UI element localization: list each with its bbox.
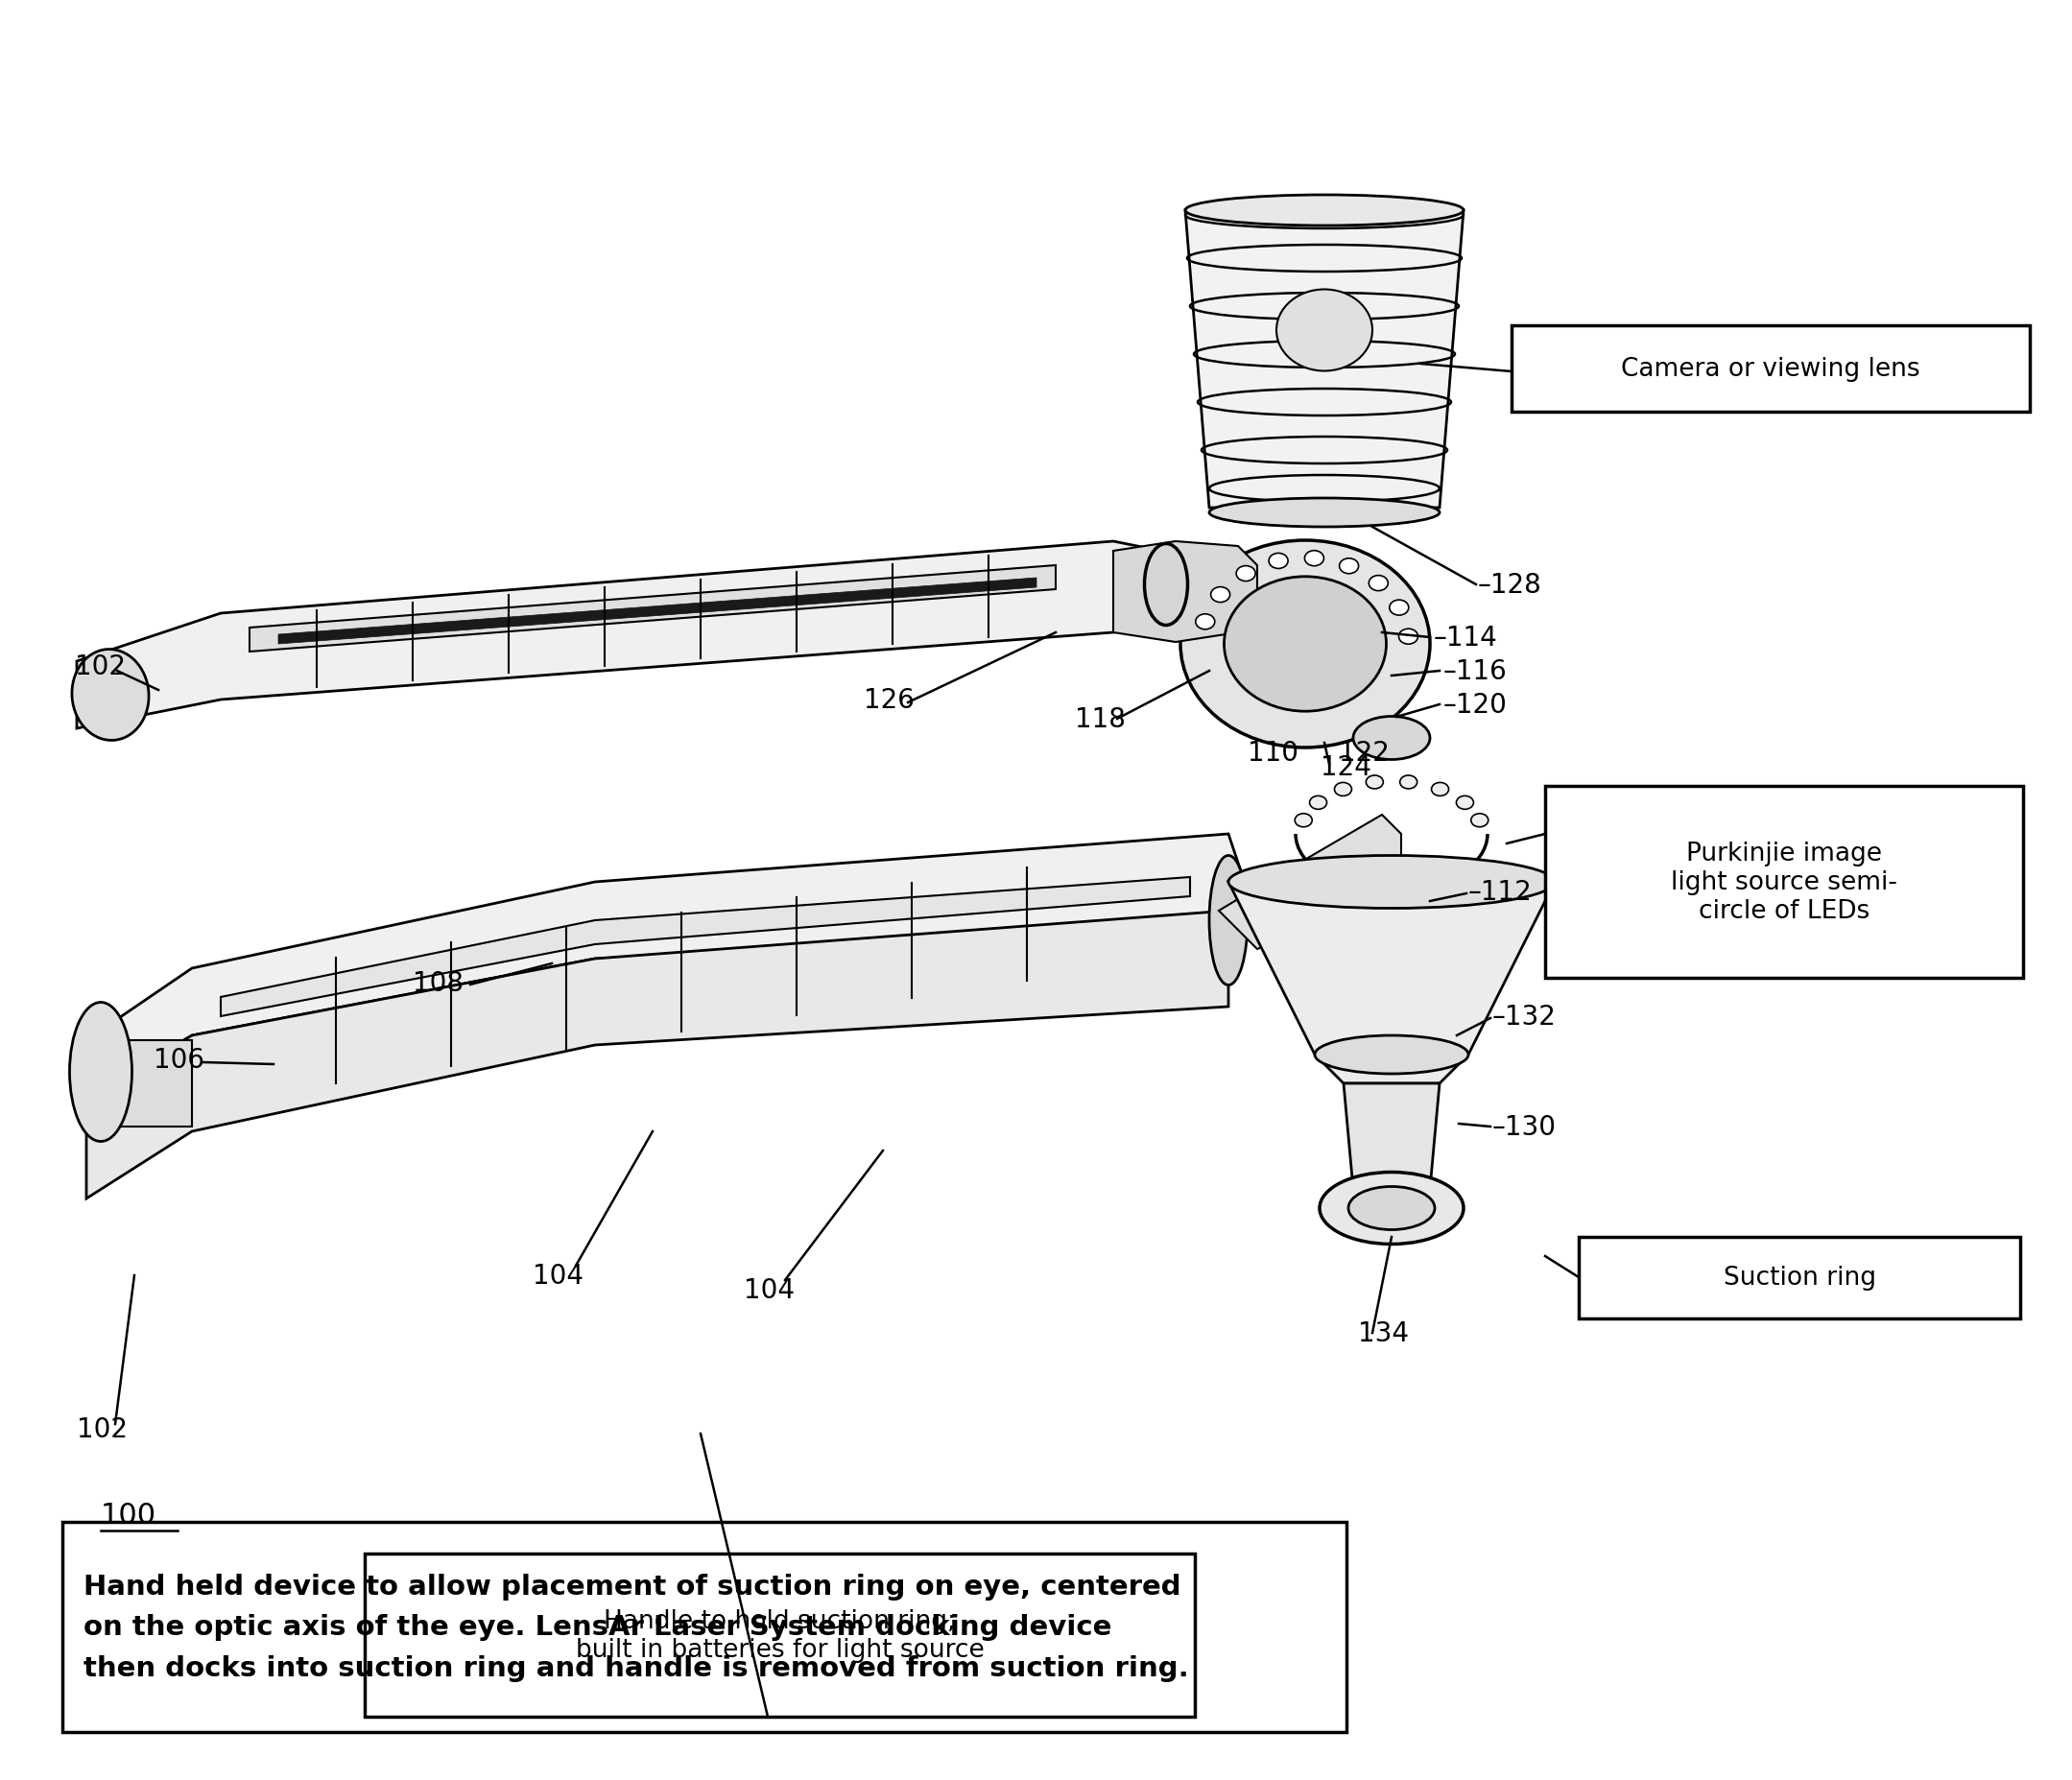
Text: Suction ring: Suction ring [1724,1266,1875,1290]
Text: Handle to hold suction ring;
built in batteries for light source: Handle to hold suction ring; built in ba… [576,1609,984,1663]
Ellipse shape [1295,813,1312,828]
Ellipse shape [73,650,149,740]
Ellipse shape [1210,498,1440,527]
Text: –116: –116 [1444,659,1508,685]
Ellipse shape [1237,566,1256,582]
Polygon shape [1343,1084,1440,1189]
Polygon shape [249,566,1055,651]
Ellipse shape [1353,717,1430,760]
Ellipse shape [1144,545,1187,627]
Text: 110: 110 [1247,739,1299,765]
Ellipse shape [1457,796,1473,810]
Text: 106: 106 [153,1047,205,1073]
Polygon shape [77,541,1210,728]
Ellipse shape [1432,783,1448,796]
Text: –132: –132 [1492,1004,1556,1031]
Ellipse shape [1196,614,1214,630]
Polygon shape [1229,883,1554,1084]
FancyBboxPatch shape [1579,1237,2020,1319]
Polygon shape [1218,815,1401,949]
Ellipse shape [1320,1173,1463,1244]
Polygon shape [1113,541,1258,643]
Ellipse shape [1370,577,1388,591]
Ellipse shape [1399,630,1417,644]
Polygon shape [222,878,1189,1016]
Ellipse shape [1210,856,1247,986]
Ellipse shape [1185,196,1463,226]
Ellipse shape [1210,587,1231,603]
Text: –120: –120 [1444,691,1508,719]
FancyBboxPatch shape [1546,787,2022,979]
Text: –128: –128 [1477,571,1542,598]
Text: –112: –112 [1469,879,1533,906]
Text: 104: 104 [744,1276,796,1303]
FancyBboxPatch shape [365,1554,1196,1716]
Ellipse shape [1268,554,1289,570]
Text: 124: 124 [1320,753,1372,781]
Text: 126: 126 [864,687,914,714]
Ellipse shape [1305,552,1324,566]
Text: Camera or viewing lens: Camera or viewing lens [1620,356,1921,381]
Ellipse shape [1334,783,1351,796]
Ellipse shape [70,1002,133,1141]
Ellipse shape [1401,776,1417,789]
FancyBboxPatch shape [95,1041,193,1127]
Ellipse shape [1225,577,1386,712]
Text: 134: 134 [1357,1319,1409,1346]
Text: 100: 100 [102,1501,157,1529]
Ellipse shape [1181,541,1430,748]
Polygon shape [87,835,1243,1098]
Ellipse shape [1310,796,1326,810]
FancyBboxPatch shape [62,1522,1347,1732]
Ellipse shape [1276,290,1372,372]
Text: 104: 104 [533,1262,584,1289]
Text: 102: 102 [75,653,126,680]
Text: Hand held device to allow placement of suction ring on eye, centered
on the opti: Hand held device to allow placement of s… [83,1574,1189,1680]
Text: 118: 118 [1075,707,1125,733]
Ellipse shape [1339,559,1359,575]
Text: 122: 122 [1339,739,1390,765]
Ellipse shape [1365,776,1384,789]
Ellipse shape [1349,1187,1434,1230]
Text: –114: –114 [1434,625,1498,651]
Ellipse shape [1316,1036,1469,1073]
Text: –130: –130 [1492,1114,1556,1141]
Ellipse shape [1471,813,1488,828]
FancyBboxPatch shape [1513,326,2031,413]
Text: 108: 108 [412,970,464,997]
Polygon shape [87,911,1229,1198]
Ellipse shape [1229,856,1554,910]
Text: Purkinjie image
light source semi-
circle of LEDs: Purkinjie image light source semi- circl… [1670,842,1898,924]
Text: 102: 102 [77,1415,128,1442]
Polygon shape [1185,212,1463,509]
Ellipse shape [1390,600,1409,616]
Polygon shape [278,578,1036,644]
